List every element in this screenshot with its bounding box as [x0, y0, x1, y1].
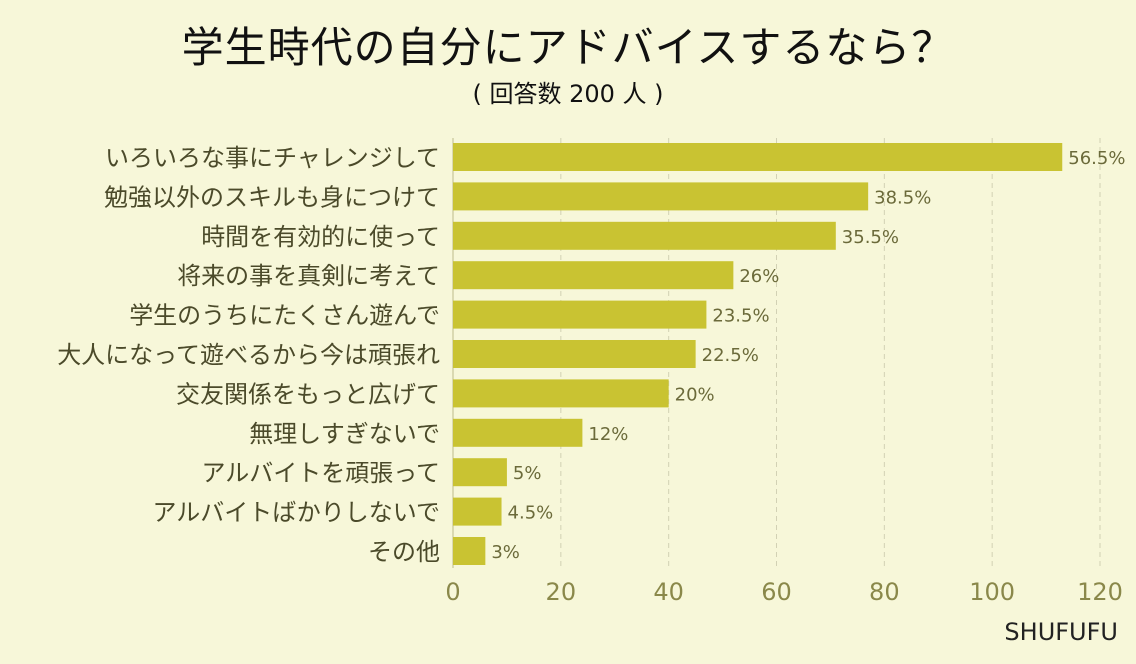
category-label: 学生のうちにたくさん遊んで: [129, 302, 440, 330]
bar: [453, 537, 486, 565]
bar: [453, 379, 669, 408]
bar: [453, 340, 696, 368]
value-label: 5%: [513, 463, 542, 484]
value-label: 3%: [491, 542, 520, 563]
bar: [453, 261, 734, 290]
value-label: 38.5%: [874, 187, 931, 208]
chart-subtitle: ( 回答数 200 人 ): [472, 80, 664, 108]
bar: [453, 497, 502, 526]
value-label: 35.5%: [842, 227, 899, 248]
value-label: 26%: [739, 266, 779, 287]
category-label: その他: [368, 538, 440, 566]
x-tick-label: 80: [869, 578, 900, 606]
category-label: アルバイトばかりしないで: [152, 499, 440, 527]
value-label: 12%: [588, 424, 628, 445]
value-label: 4.5%: [508, 503, 554, 524]
category-label: 勉強以外のスキルも身につけて: [104, 183, 440, 211]
bars: [453, 143, 1063, 565]
x-tick-label: 20: [546, 578, 577, 606]
bar: [453, 143, 1063, 171]
x-tick-label: 0: [445, 578, 460, 606]
value-label: 23.5%: [712, 306, 769, 327]
category-label: 交友関係をもっと広げて: [176, 380, 440, 408]
x-tick-label: 60: [761, 578, 792, 606]
bar: [453, 458, 507, 487]
labels: いろいろな事にチャレンジして 56.5% 勉強以外のスキルも身につけて 38.5% 時間…: [57, 144, 1125, 566]
category-label: アルバイトを頑張って: [201, 459, 440, 487]
bar: [453, 418, 583, 447]
category-label: 大人になって遊べるから今は頑張れ: [57, 341, 440, 369]
category-label: いろいろな事にチャレンジして: [105, 144, 440, 172]
bar: [453, 182, 869, 211]
x-tick-label: 40: [653, 578, 684, 606]
x-tick-label: 120: [1077, 578, 1123, 606]
category-label: 無理しすぎないで: [249, 420, 440, 448]
value-label: 22.5%: [702, 345, 759, 366]
value-label: 56.5%: [1068, 148, 1125, 169]
bar: [453, 300, 707, 329]
value-label: 20%: [675, 384, 715, 405]
category-label: 時間を有効的に使って: [201, 223, 440, 251]
category-label: 将来の事を真剣に考えて: [177, 262, 440, 290]
chart-title: 学生時代の自分にアドバイスするなら？: [181, 23, 955, 72]
x-axis-ticks: 0 20 40 60 80 100 120: [445, 578, 1123, 606]
bar: [453, 221, 836, 250]
brand-logo-text: SHUFUFU: [1004, 618, 1118, 646]
x-tick-label: 100: [969, 578, 1015, 606]
